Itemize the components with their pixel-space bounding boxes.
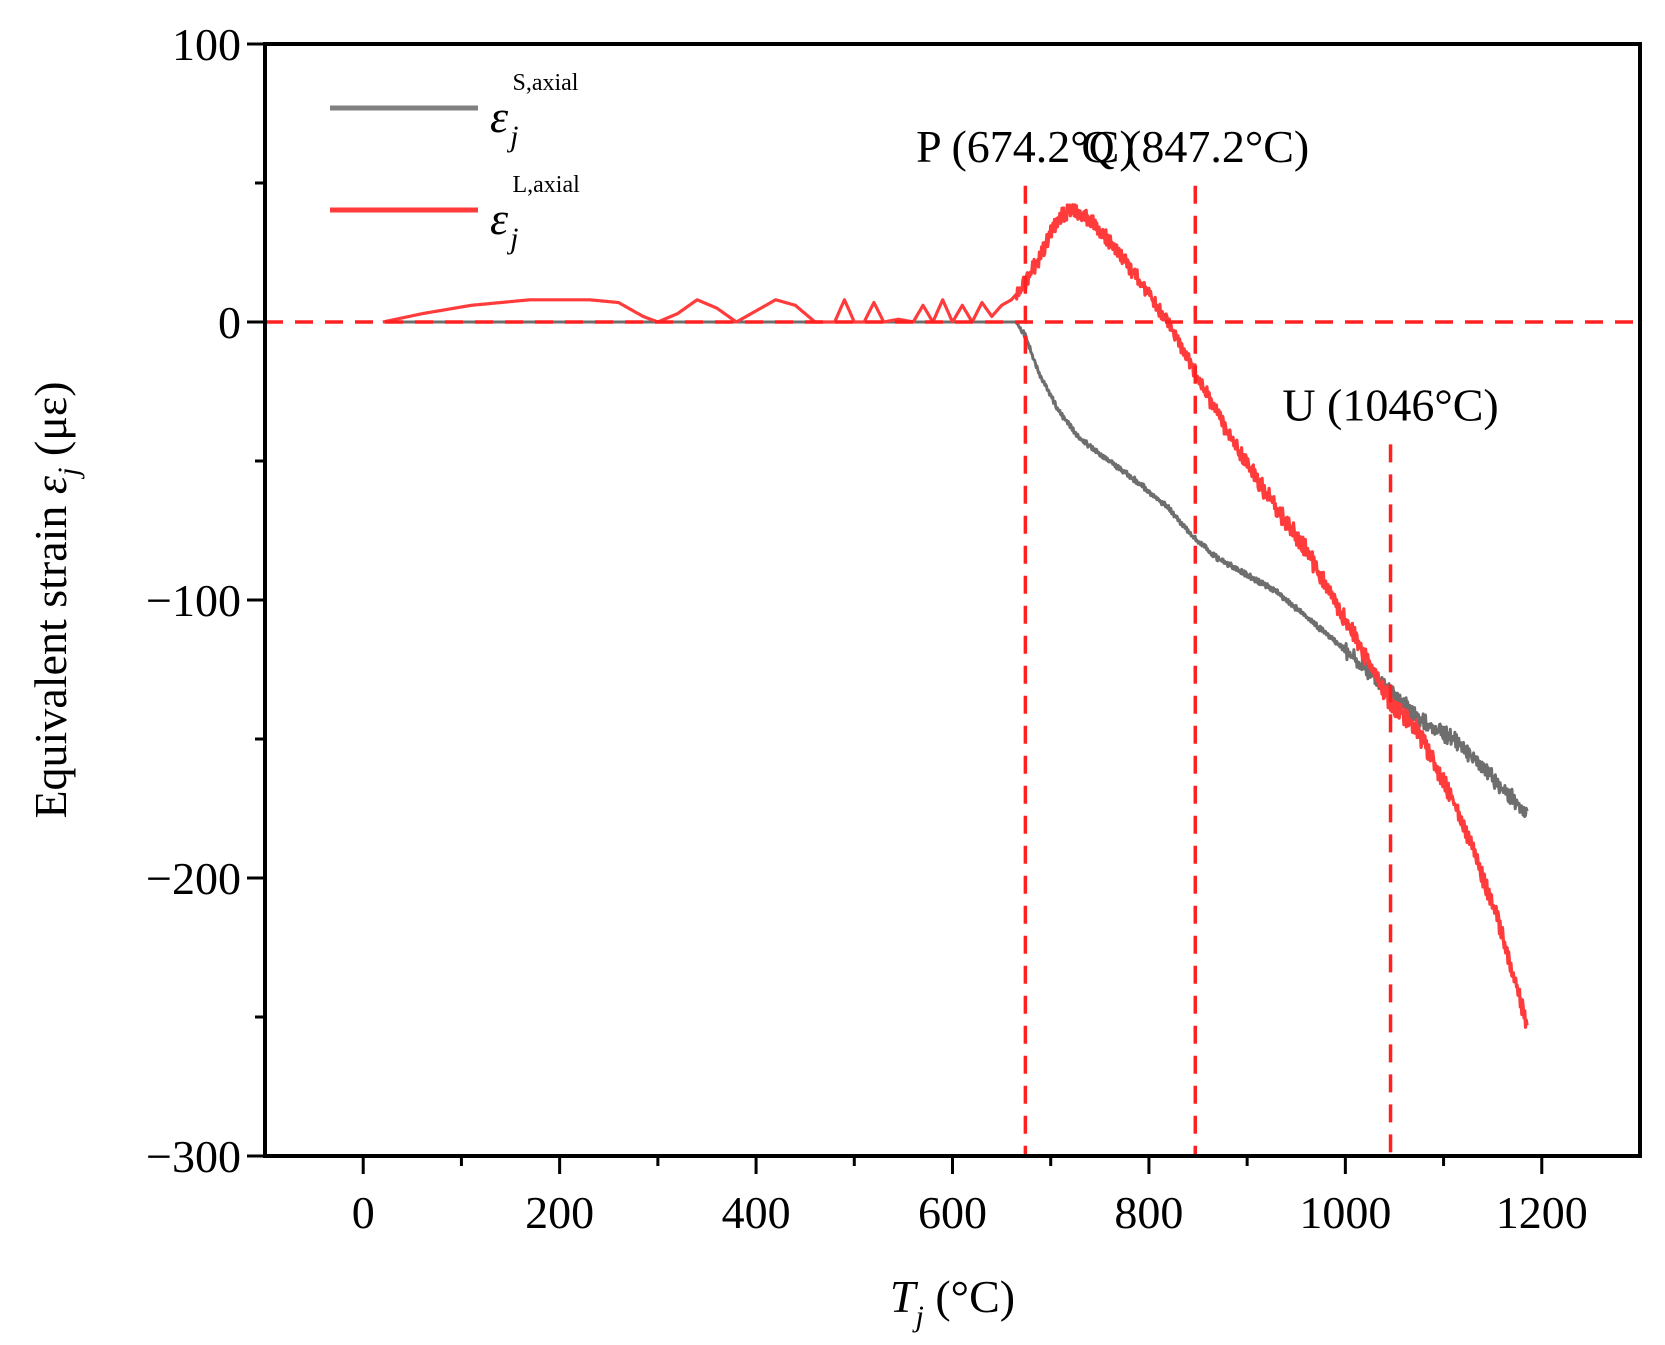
y-axis-title: Equivalent strain εj (με) bbox=[25, 381, 85, 818]
x-tick-label: 1200 bbox=[1496, 1187, 1588, 1238]
y-tick-label: −100 bbox=[146, 575, 241, 626]
x-tick-label: 800 bbox=[1114, 1187, 1183, 1238]
y-tick-label: −300 bbox=[146, 1131, 241, 1182]
legend-label-2: εjL,axial bbox=[490, 172, 580, 255]
x-tick-label: 600 bbox=[918, 1187, 987, 1238]
marker-label-p: P (674.2°C) bbox=[916, 121, 1135, 172]
x-axis-title: Tj (°C) bbox=[890, 1271, 1015, 1333]
x-tick-label: 400 bbox=[722, 1187, 791, 1238]
marker-label-q: Q (847.2°C) bbox=[1081, 121, 1309, 172]
x-tick-label: 1000 bbox=[1299, 1187, 1391, 1238]
plot-area: P (674.2°C)Q (847.2°C) U (1046°C) bbox=[265, 121, 1640, 1156]
marker-label-u: U (1046°C) bbox=[1282, 379, 1498, 430]
series-line-l-axial bbox=[382, 203, 1529, 1029]
legend: εjS,axial εjL,axial bbox=[330, 70, 580, 255]
y-tick-label: 0 bbox=[218, 297, 241, 348]
y-tick-label: −200 bbox=[146, 853, 241, 904]
x-tick-label: 200 bbox=[525, 1187, 594, 1238]
y-tick-label: 100 bbox=[172, 19, 241, 70]
x-tick-label: 0 bbox=[352, 1187, 375, 1238]
legend-label-1: εjS,axial bbox=[490, 70, 579, 153]
axis-titles: Tj (°C) Equivalent strain εj (με) bbox=[25, 381, 1015, 1333]
